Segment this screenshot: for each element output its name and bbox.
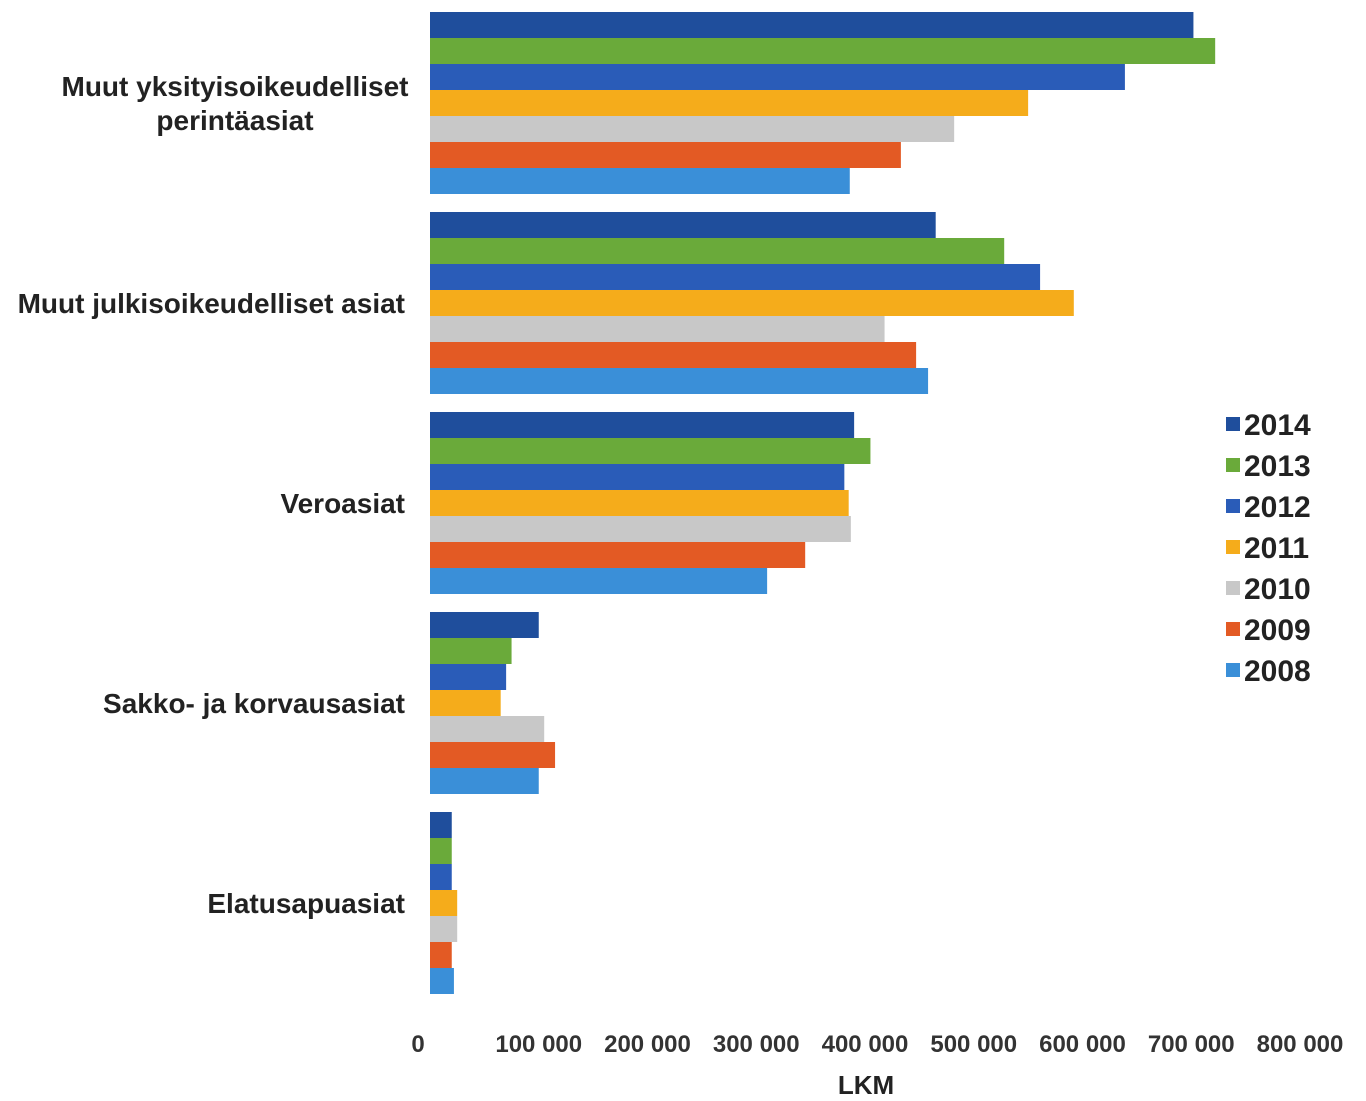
bar-2008-cat0 xyxy=(430,168,850,194)
bar-2009-cat3 xyxy=(430,742,556,768)
bar-2012-cat3 xyxy=(430,664,507,690)
legend-label-2008: 2008 xyxy=(1244,655,1311,688)
bar-2010-cat2 xyxy=(430,516,851,542)
bar-2012-cat0 xyxy=(430,64,1125,90)
x-axis-title: LKM xyxy=(838,1070,894,1100)
bar-2010-cat1 xyxy=(430,316,885,342)
legend-label-2011: 2011 xyxy=(1244,532,1309,565)
category-label: Elatusapuasiat xyxy=(207,888,405,919)
x-tick-label: 400 000 xyxy=(822,1031,909,1058)
bar-2008-cat2 xyxy=(430,568,768,594)
bar-2009-cat1 xyxy=(430,342,917,368)
x-tick-label: 500 000 xyxy=(930,1031,1017,1058)
legend: 2014 2013 2012 2011 2010 2009 2008 xyxy=(1226,409,1311,688)
x-tick-label: 700 000 xyxy=(1148,1031,1235,1058)
category-label: Sakko- ja korvausasiat xyxy=(103,688,405,719)
bar-2008-cat4 xyxy=(430,968,454,994)
bar-2008-cat3 xyxy=(430,768,539,794)
x-tick-label: 100 000 xyxy=(495,1031,582,1058)
bar-2011-cat4 xyxy=(430,890,458,916)
bar-2011-cat1 xyxy=(430,290,1074,316)
bar-2009-cat0 xyxy=(430,142,901,168)
bar-2013-cat4 xyxy=(430,838,452,864)
legend-swatch-2014 xyxy=(1226,417,1240,431)
category-label: Muut yksityisoikeudelliset xyxy=(62,71,409,102)
legend-label-2010: 2010 xyxy=(1244,573,1311,606)
category-label: Muut julkisoikeudelliset asiat xyxy=(18,288,405,319)
bar-2013-cat3 xyxy=(430,638,512,664)
bar-2009-cat4 xyxy=(430,942,452,968)
legend-swatch-2008 xyxy=(1226,663,1240,677)
bar-2013-cat0 xyxy=(430,38,1216,64)
bar-2014-cat0 xyxy=(430,12,1194,38)
bar-2012-cat2 xyxy=(430,464,845,490)
bar-2011-cat2 xyxy=(430,490,849,516)
bar-2011-cat0 xyxy=(430,90,1029,116)
bar-2010-cat4 xyxy=(430,916,458,942)
category-label: Veroasiat xyxy=(280,488,405,519)
bar-2012-cat1 xyxy=(430,264,1041,290)
legend-label-2012: 2012 xyxy=(1244,491,1311,524)
category-label: perintäasiat xyxy=(156,105,313,136)
legend-label-2013: 2013 xyxy=(1244,450,1311,483)
bar-2014-cat2 xyxy=(430,412,855,438)
x-tick-label: 200 000 xyxy=(604,1031,691,1058)
x-tick-label: 600 000 xyxy=(1039,1031,1126,1058)
legend-swatch-2012 xyxy=(1226,499,1240,513)
bar-2009-cat2 xyxy=(430,542,806,568)
x-tick-label: 300 000 xyxy=(713,1031,800,1058)
legend-swatch-2009 xyxy=(1226,622,1240,636)
x-axis-ticks: 0 100 000 200 000 300 000 400 000 500 000 600 … xyxy=(411,1031,1343,1058)
bar-2010-cat0 xyxy=(430,116,955,142)
bar-2010-cat3 xyxy=(430,716,545,742)
legend-label-2009: 2009 xyxy=(1244,614,1311,647)
legend-swatch-2013 xyxy=(1226,458,1240,472)
bar-2014-cat4 xyxy=(430,812,452,838)
bar-2014-cat3 xyxy=(430,612,539,638)
x-tick-label: 800 000 xyxy=(1257,1031,1344,1058)
bar-2011-cat3 xyxy=(430,690,501,716)
legend-swatch-2011 xyxy=(1226,540,1240,554)
bars-group xyxy=(430,12,1216,994)
legend-label-2014: 2014 xyxy=(1244,409,1311,442)
bar-2013-cat2 xyxy=(430,438,871,464)
bar-2012-cat4 xyxy=(430,864,452,890)
bar-2013-cat1 xyxy=(430,238,1005,264)
x-tick-label: 0 xyxy=(411,1031,424,1058)
legend-swatch-2010 xyxy=(1226,581,1240,595)
bar-2008-cat1 xyxy=(430,368,929,394)
bar-2014-cat1 xyxy=(430,212,936,238)
